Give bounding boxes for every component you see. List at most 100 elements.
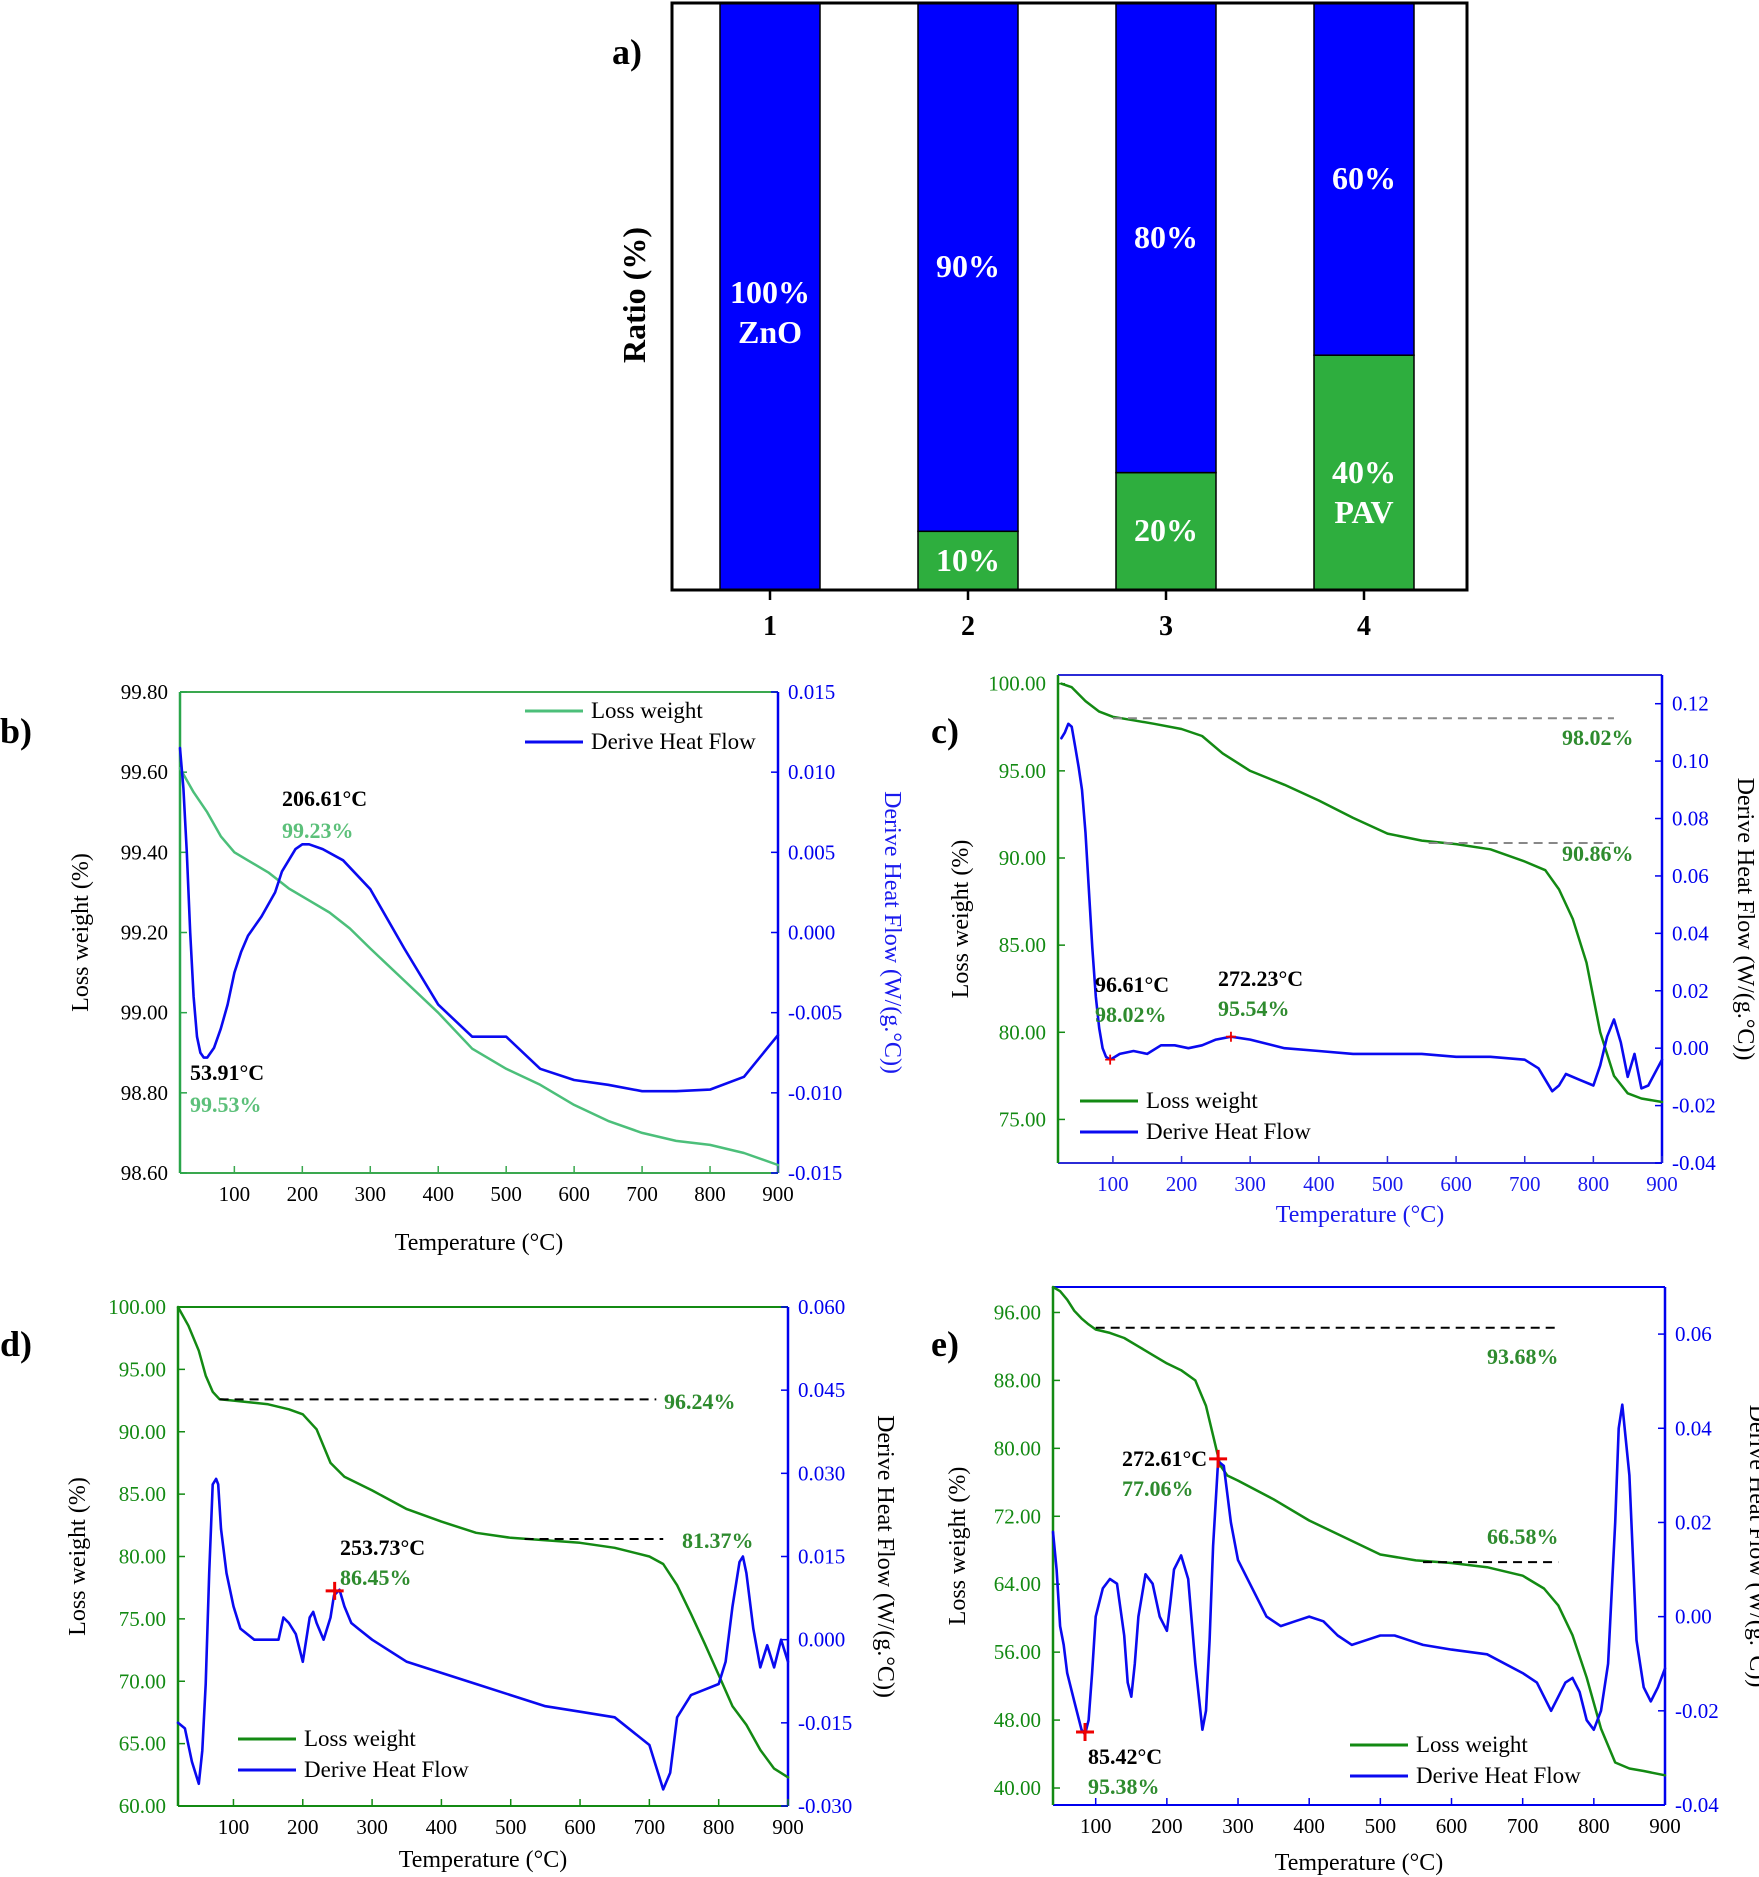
e-ytick-7: 96.00	[994, 1300, 1041, 1324]
c-ytick-3: 90.00	[999, 846, 1046, 870]
b-y2label: Derive Heat Flow (W/(g.°C))	[879, 791, 905, 1074]
b-y2tick-0: -0.015	[788, 1161, 842, 1185]
c-xtick-6: 700	[1509, 1172, 1541, 1196]
b-xtick-0: 100	[219, 1182, 251, 1206]
b-ytick-6: 99.80	[121, 680, 168, 704]
d-xtick-8: 900	[772, 1815, 804, 1839]
d-point-marker	[325, 1581, 344, 1600]
panel-a-letter: a)	[612, 32, 642, 72]
e-xtick-4: 500	[1365, 1814, 1397, 1838]
c-y2tick-2: 0.00	[1672, 1036, 1709, 1060]
d-ytick-7: 95.00	[119, 1357, 166, 1381]
e-y2tick-3: 0.02	[1675, 1510, 1712, 1534]
c-y2tick-1: -0.02	[1672, 1094, 1716, 1118]
b-legend-label-0: Loss weight	[591, 698, 703, 723]
d-xtick-1: 200	[287, 1815, 319, 1839]
c-ytick-2: 85.00	[999, 933, 1046, 957]
c-y2tick-7: 0.10	[1672, 749, 1709, 773]
b-xtick-5: 600	[558, 1182, 590, 1206]
chart-a-xtick-3: 3	[1159, 611, 1173, 642]
b-y2tick-1: -0.010	[788, 1081, 842, 1105]
chart-a-xtick-1: 1	[763, 611, 777, 642]
e-plateau-2: 66.58%	[1487, 1524, 1559, 1549]
d-xtick-3: 400	[426, 1815, 458, 1839]
e-series-loss-weight-line	[1051, 1285, 1667, 1777]
c-point-1-marker	[1105, 1054, 1116, 1065]
e-y2tick-4: 0.04	[1675, 1416, 1712, 1440]
chart-a-xtick-4: 4	[1357, 611, 1371, 642]
e-point-1-temp: 272.61°C	[1122, 1446, 1207, 1471]
d-plateau-2: 81.37%	[682, 1528, 754, 1553]
bar-3-segment-1	[1115, 2, 1217, 474]
e-y2label: Derive Heat Flow (W/(g.°C))	[1744, 1405, 1759, 1688]
b-ytick-3: 99.20	[121, 921, 168, 945]
e-y2tick-5: 0.06	[1675, 1322, 1712, 1346]
e-plateau-1: 93.68%	[1487, 1344, 1559, 1369]
d-ytick-8: 100.00	[108, 1295, 166, 1319]
panel-c-letter: c)	[931, 711, 959, 751]
bar-1-segment-1	[719, 2, 821, 591]
c-y2label: Derive Heat Flow (W/(g.°C))	[1732, 778, 1758, 1061]
c-xlabel: Temperature (°C)	[1276, 1202, 1445, 1228]
bar-1-zno-name: ZnO	[738, 314, 802, 350]
b-xlabel: Temperature (°C)	[395, 1230, 564, 1256]
e-xtick-5: 600	[1436, 1814, 1468, 1838]
d-legend-label-0: Loss weight	[304, 1726, 416, 1751]
d-ytick-4: 80.00	[119, 1545, 166, 1569]
e-point-1-value: 77.06%	[1122, 1476, 1194, 1501]
d-y2tick-1: -0.015	[798, 1711, 852, 1735]
b-xtick-6: 700	[626, 1182, 658, 1206]
d-y2tick-0: -0.030	[798, 1794, 852, 1818]
c-legend-label-0: Loss weight	[1146, 1088, 1258, 1113]
d-xtick-4: 500	[495, 1815, 527, 1839]
b-trough-value: 99.53%	[190, 1092, 262, 1117]
bar-3-pav-label: 20%	[1134, 512, 1198, 548]
b-xtick-2: 300	[355, 1182, 387, 1206]
d-xtick-0: 100	[218, 1815, 250, 1839]
d-point-temp: 253.73°C	[340, 1535, 425, 1560]
b-xtick-3: 400	[422, 1182, 454, 1206]
e-ytick-2: 56.00	[994, 1640, 1041, 1664]
c-series-heat-flow-line	[1060, 722, 1664, 1093]
c-point-2-temp: 272.23°C	[1218, 966, 1303, 991]
c-y2tick-6: 0.08	[1672, 807, 1709, 831]
e-xtick-3: 400	[1293, 1814, 1325, 1838]
b-y2tick-4: 0.005	[788, 840, 835, 864]
b-xtick-7: 800	[694, 1182, 726, 1206]
c-xtick-4: 500	[1372, 1172, 1404, 1196]
d-ytick-3: 75.00	[119, 1607, 166, 1631]
d-ytick-6: 90.00	[119, 1420, 166, 1444]
d-plateau-1: 96.24%	[664, 1389, 736, 1414]
chart-d-tga-dsc: 100 200 300 400 500 600 700 800 900 60.00 65.00 70.…	[65, 1295, 898, 1873]
e-xlabel: Temperature (°C)	[1275, 1850, 1444, 1876]
e-legend-label-1: Derive Heat Flow	[1416, 1763, 1581, 1788]
bar-4-segment-0	[1313, 354, 1415, 591]
d-series-heat-flow-line	[176, 1477, 790, 1791]
b-y2tick-6: 0.015	[788, 680, 835, 704]
c-ytick-0: 75.00	[999, 1107, 1046, 1131]
bar-4-segment-1	[1313, 2, 1415, 356]
c-y2tick-8: 0.12	[1672, 692, 1709, 716]
e-y2tick-2: 0.00	[1675, 1605, 1712, 1629]
c-xtick-8: 900	[1646, 1172, 1678, 1196]
c-ylabel: Loss weight (%)	[948, 840, 974, 999]
c-y2tick-3: 0.02	[1672, 979, 1709, 1003]
bar-3-segment-0	[1115, 471, 1217, 591]
e-point-2-value: 95.38%	[1088, 1774, 1160, 1799]
bar-2-zno-label: 90%	[936, 248, 1000, 284]
c-y2tick-4: 0.04	[1672, 921, 1709, 945]
e-xtick-6: 700	[1507, 1814, 1539, 1838]
b-trough-temp: 53.91°C	[190, 1060, 264, 1085]
b-y2tick-5: 0.010	[788, 760, 835, 784]
c-xtick-0: 100	[1097, 1172, 1129, 1196]
e-ytick-6: 88.00	[994, 1368, 1041, 1392]
e-xtick-8: 900	[1649, 1814, 1681, 1838]
bar-4-pav-label: 40%	[1332, 454, 1396, 490]
e-xtick-0: 100	[1080, 1814, 1112, 1838]
e-ytick-0: 40.00	[994, 1776, 1041, 1800]
bar-4-zno-label: 60%	[1332, 160, 1396, 196]
b-y2tick-3: 0.000	[788, 921, 835, 945]
bar-3-zno-label: 80%	[1134, 219, 1198, 255]
c-series-loss-weight-line	[1060, 682, 1664, 1104]
chart-a-xtick-2: 2	[961, 611, 975, 642]
